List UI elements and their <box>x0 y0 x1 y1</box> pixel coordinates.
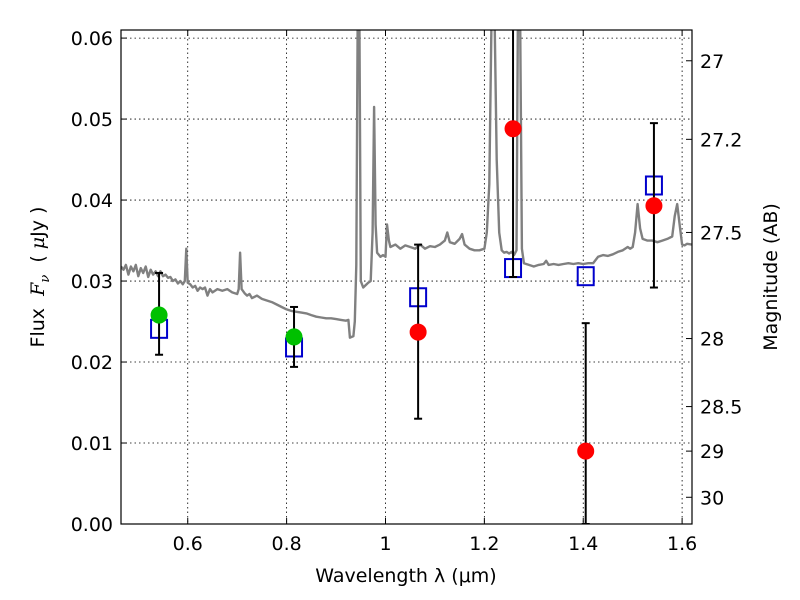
plot-frame <box>120 29 693 525</box>
y-tick-label: 0.04 <box>71 190 113 212</box>
y-label-open: ( <box>27 249 49 275</box>
y-tick-label: 0.05 <box>71 109 113 131</box>
y2-axis-label: Magnitude (AB) <box>760 203 782 351</box>
y2-tick-label: 30 <box>700 487 724 509</box>
x-tick-label: 0.8 <box>272 533 302 555</box>
y-tick-label: 0.02 <box>71 352 113 374</box>
y-axis-label: Flux Fν ( μJy ) <box>27 207 53 348</box>
y-label-nu: ν <box>38 275 53 283</box>
y-tick-label: 0.03 <box>71 271 113 293</box>
y-label-f: F <box>27 282 49 297</box>
y-label-unit: Jy ) <box>27 207 49 238</box>
flux-point-marker <box>285 328 303 346</box>
y-label-mu: μ <box>27 237 49 249</box>
y2-tick-label: 27.2 <box>700 129 742 151</box>
flux-point-marker <box>645 197 663 215</box>
x-axis-label: Wavelength λ (μm) <box>315 565 496 587</box>
model-square-marker <box>576 266 595 287</box>
y-tick-label: 0.06 <box>71 28 113 50</box>
grid <box>121 30 692 525</box>
axis-ticks: 0.6 0.8 1 1.2 1.4 1.6 0.00 0.01 0.02 0.03 0.04 0.05… <box>71 28 743 555</box>
y2-tick-label: 27 <box>700 51 724 73</box>
y-label-flux: Flux <box>27 296 49 348</box>
y2-tick-label: 27.5 <box>700 222 742 244</box>
y-tick-label: 0.00 <box>71 514 113 536</box>
x-tick-label: 1 <box>379 533 391 555</box>
y-tick-label: 0.01 <box>71 433 113 455</box>
x-tick-label: 1.2 <box>469 533 499 555</box>
y2-tick-label: 29 <box>700 441 724 463</box>
flux-point-marker <box>409 323 427 341</box>
spectrum-line <box>121 30 692 339</box>
flux-point-marker <box>150 306 168 324</box>
x-tick-label: 1.4 <box>568 533 598 555</box>
x-tick-label: 1.6 <box>667 533 697 555</box>
flux-point-marker <box>577 442 595 460</box>
plot-area <box>121 30 692 524</box>
y2-tick-label: 28 <box>700 329 724 351</box>
flux-point-marker <box>504 120 522 138</box>
y2-tick-label: 28.5 <box>700 397 742 419</box>
x-tick-label: 0.6 <box>173 533 203 555</box>
